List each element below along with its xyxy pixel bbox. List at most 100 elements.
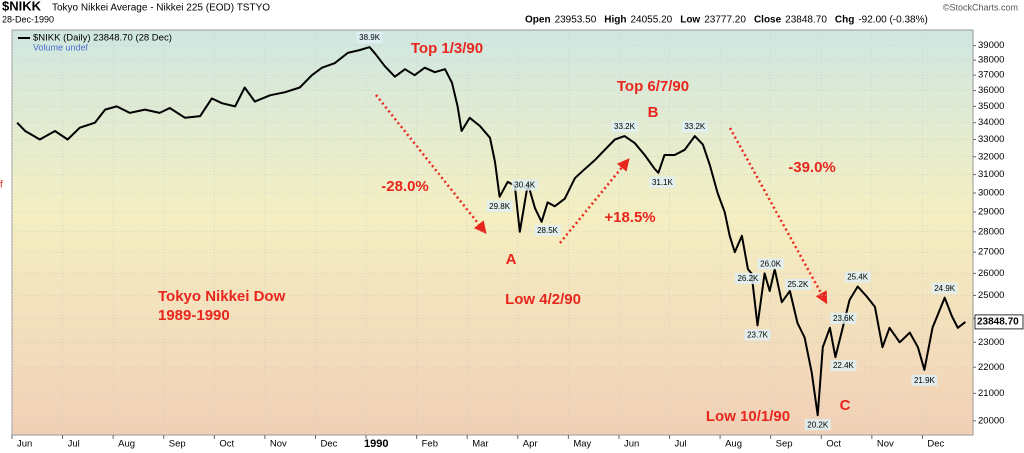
point-label-box xyxy=(844,271,871,283)
point-label-text: 25.2K xyxy=(787,280,809,289)
point-label-box xyxy=(830,312,857,324)
y-tick-label: 29000 xyxy=(978,207,1004,218)
point-label: 25.4K xyxy=(844,271,871,283)
point-label: 26.0K xyxy=(757,258,784,270)
point-label-text: 24.9K xyxy=(934,284,956,293)
quote-value: 24055.20 xyxy=(631,15,673,26)
point-label: 33.2K xyxy=(681,121,708,133)
annotation: Top 6/7/90 xyxy=(617,78,689,95)
point-label-box xyxy=(649,176,676,188)
point-label-box xyxy=(911,374,938,386)
x-tick-label: Mar xyxy=(472,439,488,450)
point-label: 28.5K xyxy=(534,224,561,236)
y-tick-label: 21000 xyxy=(978,388,1004,399)
quote-value: 23848.70 xyxy=(785,15,827,26)
y-tick-label: 28000 xyxy=(978,226,1004,237)
point-label-text: 33.2K xyxy=(614,122,636,131)
point-label-text: 21.9K xyxy=(914,376,936,385)
point-label-text: 22.4K xyxy=(833,361,855,370)
annotation: Top 1/3/90 xyxy=(411,40,483,57)
x-tick-label: May xyxy=(573,439,591,450)
arrows xyxy=(375,94,828,305)
y-tick-label: 37000 xyxy=(978,70,1004,81)
y-tick-label: 27000 xyxy=(978,247,1004,258)
description: Tokyo Nikkei Average - Nikkei 225 (EOD) … xyxy=(52,3,270,14)
x-tick-label: Dec xyxy=(927,439,944,450)
annotation: Low 10/1/90 xyxy=(706,408,790,425)
annotation: -39.0% xyxy=(788,159,836,176)
point-label: 20.2K xyxy=(804,419,831,431)
point-label-box xyxy=(356,32,383,44)
point-label-box xyxy=(744,329,771,341)
y-tick-label: 36000 xyxy=(978,85,1004,96)
last-price-box xyxy=(974,314,1024,330)
x-tick-label: Nov xyxy=(270,439,287,450)
x-tick-label: Nov xyxy=(877,439,894,450)
y-tick-label: 32000 xyxy=(978,151,1004,162)
point-label: 29.8K xyxy=(486,200,513,212)
quote-label: Close xyxy=(754,15,782,26)
y-tick-label: 33000 xyxy=(978,134,1004,145)
annotation: B xyxy=(648,104,659,121)
left-marker: f xyxy=(0,180,3,191)
arrow xyxy=(728,127,828,305)
quote-label: Open xyxy=(525,15,551,26)
x-tick-label: Oct xyxy=(826,439,841,450)
annotation: Tokyo Nikkei Dow xyxy=(158,288,286,305)
x-tick-label: 1990 xyxy=(364,438,388,450)
point-label-text: 33.2K xyxy=(684,122,706,131)
last-price-label: 23848.70 xyxy=(977,317,1019,328)
point-label: 23.7K xyxy=(744,329,771,341)
symbol: $NIKK xyxy=(2,0,42,13)
last-price-tag: 23848.70 xyxy=(974,314,1024,330)
point-label-text: 20.2K xyxy=(807,420,829,429)
point-label-box xyxy=(830,360,857,372)
point-label: 22.4K xyxy=(830,360,857,372)
quote-label: Chg xyxy=(835,15,854,26)
x-tick-label: Feb xyxy=(422,439,438,450)
x-tick-label: Apr xyxy=(523,439,538,450)
point-label: 24.9K xyxy=(931,282,958,294)
y-tick-label: 26000 xyxy=(978,268,1004,279)
point-label-text: 25.4K xyxy=(847,273,869,282)
volume-note: Volume undef xyxy=(33,42,89,52)
x-tick-label: Jul xyxy=(675,439,687,450)
x-tick-label: Oct xyxy=(219,439,234,450)
y-tick-label: 34000 xyxy=(978,117,1004,128)
point-label: 33.2K xyxy=(611,121,638,133)
annotation: -28.0% xyxy=(381,178,429,195)
point-label-box xyxy=(486,200,513,212)
point-label-text: 26.0K xyxy=(760,260,782,269)
x-tick-label: Jun xyxy=(17,439,32,450)
price-line xyxy=(16,46,967,417)
y-tick-label: 22000 xyxy=(978,362,1004,373)
point-label-box xyxy=(534,224,561,236)
point-label-text: 31.1K xyxy=(652,178,674,187)
point-label-text: 23.6K xyxy=(833,314,855,323)
point-label: 26.2K xyxy=(734,273,761,285)
y-tick-label: 25000 xyxy=(978,290,1004,301)
x-tick-label: Aug xyxy=(118,439,135,450)
point-label: 30.4K xyxy=(511,179,538,191)
point-label-text: 38.9K xyxy=(359,33,381,42)
arrow xyxy=(375,94,487,234)
y-tick-label: 23000 xyxy=(978,337,1004,348)
quote-label: Low xyxy=(680,15,700,26)
quote-label: High xyxy=(604,15,626,26)
point-label-box xyxy=(511,179,538,191)
date: 28-Dec-1990 xyxy=(2,14,54,24)
point-label-box xyxy=(611,121,638,133)
x-tick-label: Jul xyxy=(68,439,80,450)
point-label: 31.1K xyxy=(649,176,676,188)
x-tick-label: Jun xyxy=(624,439,639,450)
point-label-text: 30.4K xyxy=(514,181,536,190)
point-label-text: 26.2K xyxy=(737,274,759,283)
point-label: 25.2K xyxy=(784,278,811,290)
x-tick-label: Dec xyxy=(320,439,337,450)
y-tick-label: 39000 xyxy=(978,40,1004,51)
point-label-box xyxy=(681,121,708,133)
point-label-text: 28.5K xyxy=(537,226,559,235)
annotation: Low 4/2/90 xyxy=(505,291,581,308)
legend-entry: $NIKK (Daily) 23848.70 (28 Dec) xyxy=(33,33,172,44)
